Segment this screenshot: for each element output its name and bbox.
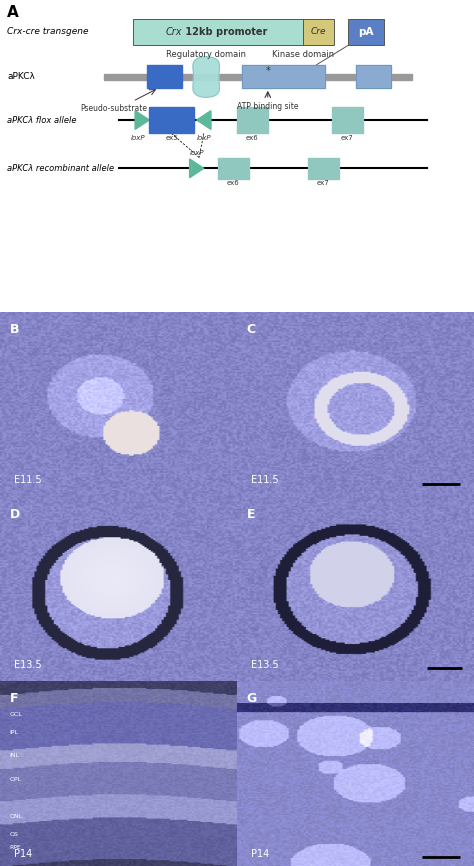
Bar: [356, 66, 391, 88]
Text: ex6: ex6: [227, 180, 239, 186]
Polygon shape: [197, 111, 211, 129]
Text: ex5: ex5: [165, 135, 178, 140]
FancyBboxPatch shape: [348, 19, 384, 45]
Text: INL: INL: [9, 753, 19, 758]
FancyBboxPatch shape: [303, 19, 334, 45]
Bar: [218, 158, 249, 178]
Text: Regulatory domain: Regulatory domain: [166, 50, 246, 59]
Polygon shape: [193, 57, 219, 97]
Text: E11.5: E11.5: [251, 475, 279, 486]
Text: ex6: ex6: [246, 135, 258, 140]
Text: Cre: Cre: [311, 28, 327, 36]
Text: P14: P14: [14, 849, 33, 858]
Text: Pseudo-substrate: Pseudo-substrate: [80, 105, 147, 113]
Bar: [242, 66, 325, 88]
Text: B: B: [9, 323, 19, 336]
Text: OPL: OPL: [9, 777, 22, 782]
Text: loxP: loxP: [197, 135, 211, 140]
Text: RPE: RPE: [9, 845, 21, 850]
Text: ex7: ex7: [317, 180, 329, 186]
Text: aPKCλ: aPKCλ: [7, 72, 35, 81]
Text: aPKCλ recombinant allele: aPKCλ recombinant allele: [7, 164, 114, 173]
Text: 12kb promoter: 12kb promoter: [182, 27, 268, 37]
Text: F: F: [9, 692, 18, 705]
Text: A: A: [7, 4, 19, 20]
Text: ATP binding site: ATP binding site: [237, 102, 299, 111]
Text: IPL: IPL: [9, 731, 18, 735]
Text: E13.5: E13.5: [251, 660, 279, 670]
Text: pA: pA: [358, 27, 374, 37]
Bar: [308, 158, 339, 178]
Text: *: *: [265, 66, 270, 76]
Text: loxP: loxP: [131, 135, 146, 140]
Text: C: C: [246, 323, 255, 336]
Bar: [147, 66, 182, 88]
Text: Crx-cre transgene: Crx-cre transgene: [7, 27, 89, 36]
Text: E13.5: E13.5: [14, 660, 42, 670]
Text: G: G: [246, 692, 257, 705]
Bar: [332, 107, 363, 133]
Text: aPKCλ flox allele: aPKCλ flox allele: [7, 115, 77, 125]
FancyBboxPatch shape: [133, 19, 303, 45]
Bar: [332, 107, 363, 133]
Text: D: D: [9, 507, 20, 520]
Text: OS: OS: [9, 832, 18, 837]
Bar: [104, 74, 412, 81]
Polygon shape: [135, 111, 149, 129]
Bar: [237, 107, 268, 133]
Bar: [218, 158, 249, 178]
Text: loxP: loxP: [190, 150, 204, 156]
Bar: [149, 107, 194, 133]
Bar: [308, 158, 339, 178]
Text: Kinase domain: Kinase domain: [272, 50, 335, 59]
Text: E: E: [246, 507, 255, 520]
Text: P14: P14: [251, 849, 270, 858]
Bar: [356, 66, 391, 88]
Text: GCL: GCL: [9, 712, 22, 717]
Polygon shape: [190, 159, 204, 178]
Text: ONL: ONL: [9, 814, 23, 818]
Text: ex7: ex7: [341, 135, 353, 140]
Bar: [242, 66, 325, 88]
Text: E11.5: E11.5: [14, 475, 42, 486]
Text: Crx: Crx: [166, 27, 182, 37]
Bar: [237, 107, 268, 133]
